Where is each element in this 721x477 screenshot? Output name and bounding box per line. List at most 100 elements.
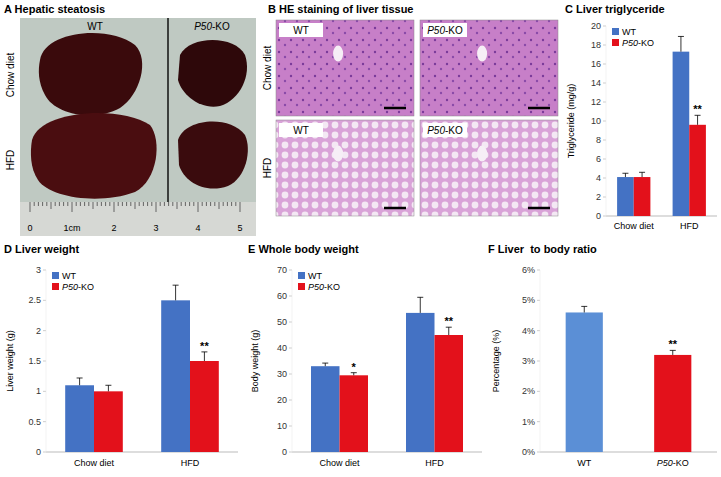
panel-letter: D	[4, 243, 12, 255]
y-tick-label: 60	[277, 291, 287, 301]
ruler-tick	[46, 202, 47, 206]
scale-bar	[528, 207, 550, 210]
genotype-suffix: -KO	[445, 25, 463, 36]
y-tick	[289, 426, 292, 427]
error-bar	[695, 115, 701, 125]
x-tick-label: Chow diet	[614, 221, 655, 231]
y-tick	[289, 348, 292, 349]
error-bar	[622, 173, 628, 177]
genotype-suffix: -KO	[78, 282, 94, 292]
error-cap	[622, 173, 628, 174]
ruler-tick	[76, 202, 77, 206]
bar	[190, 361, 219, 452]
gene-name: P50	[427, 25, 445, 36]
legend-swatch	[612, 28, 619, 35]
y-tick	[43, 330, 46, 331]
genotype-suffix: -KO	[445, 125, 463, 136]
y-tick	[603, 45, 606, 46]
legend: WTP50-KO	[612, 27, 654, 48]
y-tick-label: 8	[596, 135, 601, 145]
ruler-tick	[160, 202, 161, 206]
gene-name: P50	[622, 38, 638, 48]
error-bar	[351, 373, 357, 376]
ruler-tick	[80, 202, 81, 206]
legend-swatch	[612, 39, 619, 46]
legend-label: P50-KO	[62, 282, 94, 292]
legend: WTP50-KO	[298, 271, 340, 292]
ruler-tick	[67, 202, 68, 206]
panel-title: E Whole body weight	[248, 243, 359, 255]
bar	[311, 366, 340, 452]
legend-swatch	[52, 272, 59, 279]
genotype-suffix: -KO	[638, 38, 654, 48]
ruler	[20, 202, 256, 236]
y-axis	[46, 270, 47, 452]
y-tick-label: 70	[277, 265, 287, 275]
ruler-tick	[189, 202, 190, 206]
figure: A Hepatic steatosisWTP50-KOChow dietHFD0…	[0, 0, 721, 477]
y-tick-label: 0.5	[28, 417, 41, 427]
y-tick-label: 10	[277, 421, 287, 431]
y-tick-label: 6	[596, 154, 601, 164]
y-axis	[606, 26, 607, 216]
bar	[94, 391, 123, 452]
row-label: HFD	[262, 158, 273, 179]
image-label: WT	[293, 125, 309, 136]
y-tick-label: 18	[591, 40, 601, 50]
error-bar	[670, 350, 676, 355]
genotype-suffix: -KO	[673, 458, 689, 468]
y-tick	[603, 102, 606, 103]
ruler-tick	[164, 202, 165, 206]
ruler-tick	[185, 202, 186, 206]
y-tick-label: 2%	[522, 386, 535, 396]
ruler-tick	[143, 202, 144, 206]
error-stem	[625, 173, 626, 177]
y-tick-label: 3	[36, 265, 41, 275]
ruler-tick	[198, 202, 199, 212]
panel-letter: E	[248, 243, 255, 255]
error-stem	[448, 327, 449, 335]
y-tick-label: 0%	[522, 447, 535, 457]
bar	[689, 125, 706, 216]
histology-image	[276, 120, 414, 216]
error-cap	[581, 306, 587, 307]
plot-marks	[311, 297, 463, 452]
y-tick-label: 12	[591, 97, 601, 107]
ruler-tick	[97, 202, 98, 206]
y-tick-label: 30	[277, 369, 287, 379]
error-bar	[678, 36, 684, 51]
y-tick	[603, 121, 606, 122]
ruler-tick	[177, 202, 178, 209]
panel-b: B HE staining of liver tissueWTP50-KOCho…	[262, 3, 558, 216]
y-tick-label: 10	[591, 116, 601, 126]
error-bar	[581, 306, 587, 312]
error-cap	[322, 363, 328, 364]
liver-photo	[31, 113, 157, 199]
error-bar	[173, 285, 179, 300]
chart-D: D Liver weight00.511.522.53Liver weight …	[4, 243, 238, 468]
ruler-tick	[88, 202, 89, 206]
panel-title-text: Liver weight	[15, 243, 80, 255]
legend-label: WT	[62, 271, 76, 281]
ruler-tick	[223, 202, 224, 206]
ruler-label: 4	[195, 223, 200, 233]
y-tick	[289, 296, 292, 297]
y-tick-label: 3%	[522, 356, 535, 366]
bar	[161, 300, 190, 452]
y-tick	[537, 452, 540, 453]
error-stem	[175, 285, 176, 300]
error-cap	[77, 377, 83, 378]
legend-label: WT	[622, 27, 636, 37]
vessel	[333, 146, 343, 162]
ruler-tick	[193, 202, 194, 206]
y-tick	[603, 83, 606, 84]
ruler-tick	[135, 202, 136, 209]
ruler-tick	[151, 202, 152, 206]
gene-name: P50	[194, 21, 212, 32]
ruler-label: 3	[153, 223, 158, 233]
ruler-tick	[139, 202, 140, 206]
error-stem	[325, 363, 326, 366]
image-label: P50-KO	[427, 125, 463, 136]
y-tick	[537, 391, 540, 392]
ruler-tick	[240, 202, 241, 212]
